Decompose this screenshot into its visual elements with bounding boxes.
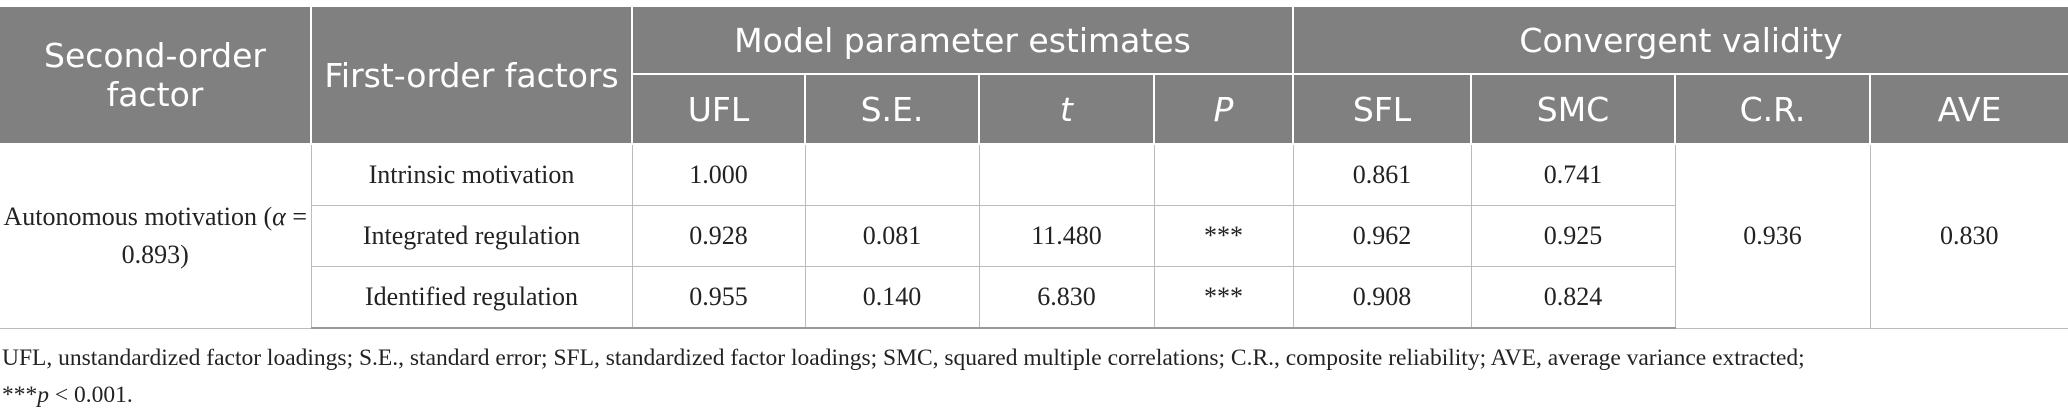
footnote-p: p <box>37 382 49 408</box>
cell: 0.962 <box>1292 205 1472 267</box>
cell: 0.830 <box>1869 143 2068 329</box>
header-cell: P <box>1153 73 1294 145</box>
header-cell: Second-order factor <box>0 7 312 145</box>
header-cell: C.R. <box>1674 73 1871 145</box>
group-label-symbol: α <box>272 202 286 232</box>
row: Integrated regulation 0.928 0.081 11.480 ***… <box>0 205 2068 267</box>
cell: 0.908 <box>1292 266 1472 329</box>
header-cell: SMC <box>1470 73 1676 145</box>
cell: 1.000 <box>631 143 806 206</box>
cell: 6.830 <box>978 266 1155 329</box>
group-label-prefix: Autonomous motivation ( <box>3 202 273 232</box>
cell <box>1153 143 1294 206</box>
cell: *** <box>1153 205 1294 267</box>
cell: 0.925 <box>1470 205 1675 267</box>
header-cell: S.E. <box>804 73 980 145</box>
cell <box>978 143 1155 206</box>
cell: 0.936 <box>1674 143 1871 329</box>
cell: 0.140 <box>804 266 980 329</box>
cell: Integrated regulation <box>311 205 633 267</box>
cell: 0.081 <box>804 205 980 267</box>
cell: Identified regulation <box>311 266 633 329</box>
row: Autonomous motivation (α = 0.893) Intrins… <box>0 143 2068 329</box>
group-label-suffix: = 0.893) <box>121 202 307 270</box>
footnote-p-rest: < 0.001. <box>49 382 133 408</box>
header-group: Convergent validity <box>1291 7 2068 75</box>
header-cell: UFL <box>632 73 806 145</box>
header-cell: SFL <box>1292 73 1472 145</box>
header-cell: t <box>978 73 1155 145</box>
cell: Intrinsic motivation <box>310 143 633 206</box>
header-cell: First-order factors <box>310 7 633 145</box>
cell: 0.928 <box>631 205 806 267</box>
header-group: Model parameter estimates <box>631 7 1294 75</box>
cell: 0.741 <box>1470 143 1676 206</box>
table-body: Autonomous motivation (α = 0.893) Intrins… <box>0 143 2068 329</box>
header-cell: AVE <box>1868 73 2068 145</box>
footnote-stars: *** <box>2 382 38 408</box>
table: Second-order factor First-order factors … <box>0 7 2068 329</box>
cell: *** <box>1153 266 1294 329</box>
cell: 0.955 <box>631 266 806 329</box>
row: Identified regulation 0.955 0.140 6.830 *** 0… <box>0 266 2068 329</box>
cell <box>804 143 980 206</box>
cell: 11.480 <box>978 205 1155 267</box>
cell: 0.861 <box>1292 143 1472 206</box>
cell: 0.824 <box>1470 266 1675 329</box>
footnote-text: UFL, unstandardized factor loadings; S.E… <box>2 345 1805 371</box>
group-label: Autonomous motivation (α = 0.893) <box>0 143 312 329</box>
footnote: UFL, unstandardized factor loadings; S.E… <box>2 340 2062 414</box>
